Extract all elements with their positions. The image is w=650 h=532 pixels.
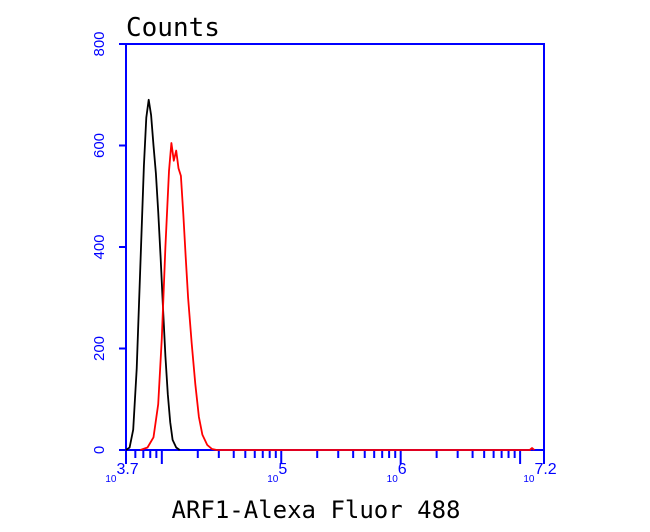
y-tick-label: 600 [91,133,108,158]
x-tick-label: 107.2 [523,461,556,485]
y-tick-label: 400 [91,234,108,259]
x-tick-label: 103.7 [105,461,138,485]
y-tick-label: 800 [91,31,108,56]
y-axis-label: Counts [126,13,220,43]
x-tick-label: 106 [387,461,407,485]
plot-frame [125,43,545,451]
x-tick-label: 105 [267,461,287,485]
y-tick-label: 0 [91,446,108,454]
x-axis-label: ARF1-Alexa Fluor 488 [172,496,461,524]
y-tick-label: 200 [91,336,108,361]
histogram-series-2 [140,142,535,451]
histogram-series-1 [125,98,181,451]
